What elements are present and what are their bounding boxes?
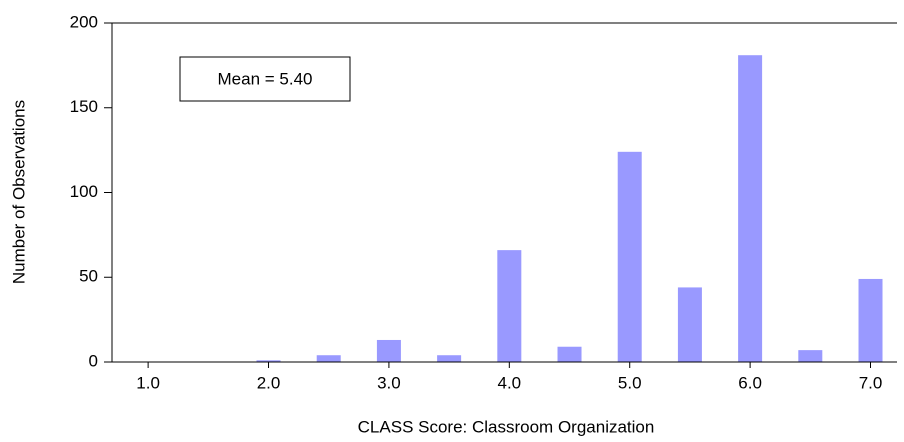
x-tick-label: 2.0: [257, 373, 281, 392]
x-tick-label: 6.0: [738, 373, 762, 392]
bar: [256, 360, 281, 362]
bar: [316, 355, 341, 362]
bar: [376, 339, 401, 362]
annotation-box: [179, 56, 351, 102]
bar: [617, 151, 642, 362]
annotation: Mean = 5.40: [218, 69, 313, 88]
y-tick-label: 50: [79, 267, 98, 286]
x-tick-label: 3.0: [377, 373, 401, 392]
y-tick-label: 200: [70, 12, 98, 31]
x-tick-label: 1.0: [136, 373, 160, 392]
y-tick-label: 0: [89, 351, 98, 370]
x-tick-label: 7.0: [859, 373, 883, 392]
bar: [497, 250, 522, 362]
y-tick-label: 100: [70, 182, 98, 201]
bar: [738, 55, 763, 363]
bar: [798, 350, 823, 362]
x-tick-label: 4.0: [497, 373, 521, 392]
x-axis-label: CLASS Score: Classroom Organization: [358, 417, 655, 436]
bar: [858, 278, 883, 362]
bar: [677, 287, 702, 362]
bar: [557, 346, 582, 362]
y-tick-label: 150: [70, 97, 98, 116]
x-tick-label: 5.0: [618, 373, 642, 392]
y-axis-label: Number of Observations: [9, 100, 28, 284]
bar: [437, 355, 462, 362]
